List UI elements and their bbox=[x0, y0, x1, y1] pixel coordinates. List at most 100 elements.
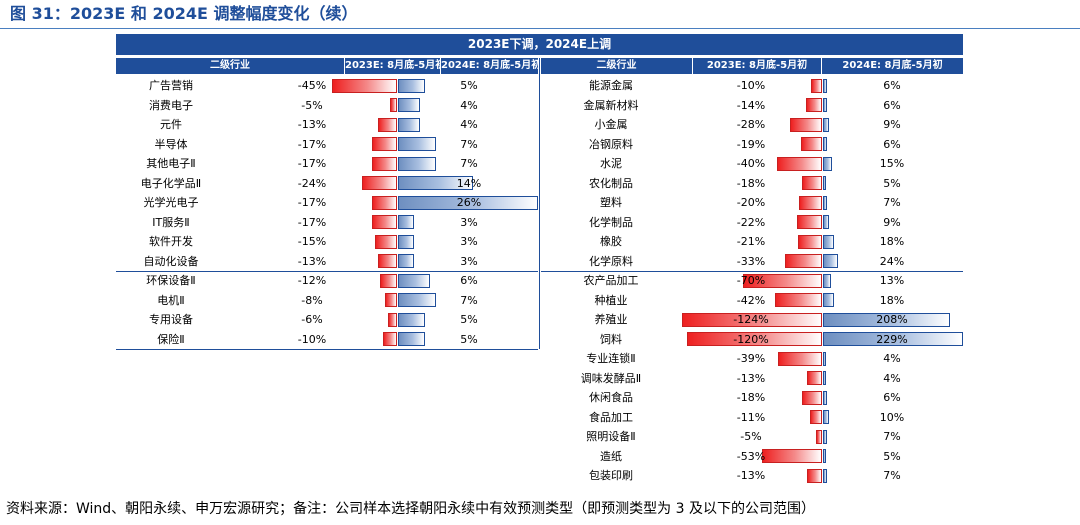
right-industry-name: 照明设备Ⅱ bbox=[586, 430, 636, 443]
right-value-2024e: 15% bbox=[879, 157, 905, 170]
right-bar-2024e bbox=[823, 137, 827, 151]
left-industry-name: 环保设备Ⅱ bbox=[146, 274, 196, 287]
left-bar-2023e bbox=[382, 332, 397, 346]
left-value-2023e: -12% bbox=[297, 274, 327, 287]
right-bar-2023e bbox=[800, 137, 822, 151]
left-value-2023e: -17% bbox=[297, 137, 327, 151]
right-value-2024e: 6% bbox=[883, 391, 901, 404]
right-bar-2024e bbox=[823, 273, 831, 288]
right-industry-name: 食品加工 bbox=[589, 410, 633, 424]
right-bar-2023e bbox=[784, 254, 822, 268]
left-value-2024e: 5% bbox=[460, 79, 478, 92]
left-industry-name: 光学光电子 bbox=[143, 196, 199, 209]
right-bar-2024e bbox=[823, 332, 963, 346]
right-bar-2024e bbox=[823, 234, 834, 249]
left-value-2024e: 6% bbox=[460, 274, 478, 287]
right-value-2023e: -11% bbox=[736, 410, 766, 424]
right-value-2024e: 13% bbox=[879, 274, 905, 287]
right-bar-2024e bbox=[823, 98, 827, 112]
left-header-2024e: 2024E: 8月底-5月初 bbox=[441, 58, 538, 74]
right-bar-2024e bbox=[823, 78, 827, 93]
left-bar-2024e bbox=[398, 78, 425, 93]
right-value-2024e: 10% bbox=[879, 410, 905, 424]
left-value-2024e: 3% bbox=[460, 215, 478, 229]
left-group-separator bbox=[116, 270, 538, 272]
right-industry-name: 小金属 bbox=[594, 118, 628, 131]
right-group-separator bbox=[541, 270, 963, 272]
right-bar-2024e bbox=[823, 410, 830, 424]
right-industry-name: 造纸 bbox=[600, 449, 622, 463]
right-bar-2023e bbox=[809, 410, 822, 424]
right-value-2024e: 5% bbox=[883, 176, 901, 190]
right-value-2023e: -5% bbox=[740, 430, 762, 443]
left-industry-name: 自动化设备 bbox=[143, 254, 199, 268]
left-value-2023e: -13% bbox=[297, 254, 327, 268]
center-divider bbox=[539, 58, 540, 349]
right-bar-2024e bbox=[823, 371, 826, 385]
right-value-2024e: 6% bbox=[883, 137, 901, 151]
right-bar-2023e bbox=[762, 449, 822, 463]
left-value-2023e: -15% bbox=[297, 235, 327, 248]
right-value-2023e: -120% bbox=[733, 332, 769, 346]
right-industry-name: 塑料 bbox=[600, 196, 622, 209]
left-value-2023e: -17% bbox=[297, 157, 327, 170]
right-value-2023e: -13% bbox=[736, 371, 766, 385]
left-bar-2024e bbox=[398, 176, 474, 190]
left-value-2024e: 7% bbox=[460, 137, 478, 151]
right-bar-2024e bbox=[823, 117, 829, 132]
right-value-2024e: 7% bbox=[883, 469, 901, 482]
right-bar-2023e bbox=[797, 215, 822, 229]
left-bar-2024e bbox=[398, 117, 420, 132]
right-bar-2023e bbox=[686, 332, 822, 346]
right-bar-2023e bbox=[807, 468, 822, 483]
left-bar-2024e bbox=[398, 156, 436, 171]
left-industry-name: 其他电子Ⅱ bbox=[146, 157, 196, 170]
right-value-2023e: -22% bbox=[736, 215, 766, 229]
left-bar-2023e bbox=[332, 78, 397, 93]
right-bar-2024e bbox=[823, 176, 827, 190]
left-group-separator bbox=[116, 348, 538, 350]
right-industry-name: 化学制品 bbox=[589, 215, 633, 229]
right-value-2023e: -28% bbox=[736, 118, 766, 131]
right-header-2024e: 2024E: 8月底-5月初 bbox=[822, 58, 963, 74]
left-value-2023e: -10% bbox=[297, 332, 327, 346]
left-value-2024e: 4% bbox=[460, 118, 478, 131]
right-bar-2024e bbox=[823, 351, 826, 366]
left-bar-2023e bbox=[375, 234, 397, 249]
left-bar-2023e bbox=[379, 273, 397, 288]
right-bar-2024e bbox=[823, 293, 834, 307]
right-value-2023e: -42% bbox=[736, 293, 766, 307]
right-industry-name: 饲料 bbox=[600, 332, 622, 346]
right-bar-2023e bbox=[776, 156, 822, 171]
left-bar-2023e bbox=[388, 312, 397, 327]
left-bar-2024e bbox=[398, 312, 425, 327]
right-bar-2023e bbox=[790, 117, 822, 132]
right-industry-name: 橡胶 bbox=[600, 235, 622, 248]
right-value-2024e: 7% bbox=[883, 196, 901, 209]
left-value-2024e: 4% bbox=[460, 98, 478, 112]
right-value-2023e: -33% bbox=[736, 254, 766, 268]
right-bar-2023e bbox=[682, 312, 822, 327]
right-value-2024e: 18% bbox=[879, 293, 905, 307]
right-bar-2023e bbox=[777, 351, 822, 366]
right-value-2024e: 18% bbox=[879, 235, 905, 248]
right-value-2023e: -14% bbox=[736, 98, 766, 112]
left-bar-2023e bbox=[385, 293, 397, 307]
left-value-2023e: -17% bbox=[297, 215, 327, 229]
right-value-2023e: -39% bbox=[736, 352, 766, 365]
left-header-2023e: 2023E: 8月底-5月初 bbox=[345, 58, 440, 74]
right-bar-2024e bbox=[823, 429, 828, 444]
left-bar-2024e bbox=[398, 215, 415, 229]
left-value-2024e: 26% bbox=[456, 196, 482, 209]
right-bar-2024e bbox=[823, 468, 828, 483]
right-bar-2024e bbox=[823, 390, 827, 405]
right-bar-2023e bbox=[798, 234, 822, 249]
right-industry-name: 金属新材料 bbox=[583, 98, 639, 112]
left-bar-2024e bbox=[398, 137, 436, 151]
left-bar-2023e bbox=[362, 176, 397, 190]
left-bar-2023e bbox=[372, 195, 397, 210]
right-bar-2024e bbox=[823, 312, 951, 327]
right-value-2024e: 208% bbox=[876, 313, 908, 326]
right-bar-2023e bbox=[807, 371, 822, 385]
